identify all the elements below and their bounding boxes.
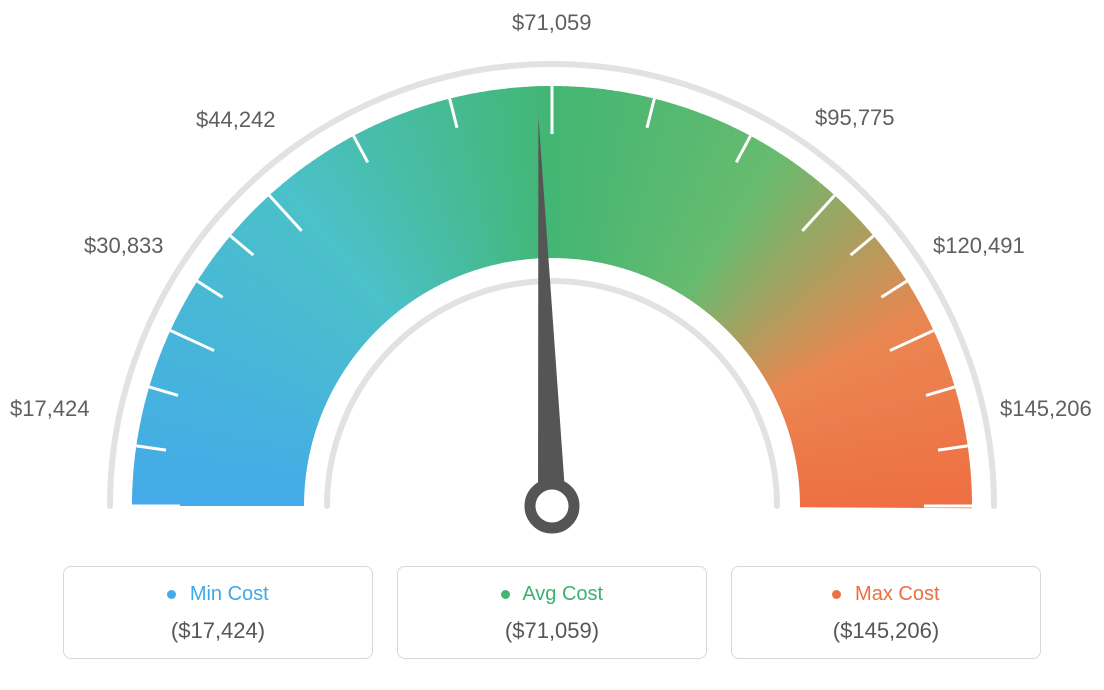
dot-icon: [501, 590, 510, 599]
legend-title-avg: Avg Cost: [398, 583, 706, 606]
dot-icon: [167, 590, 176, 599]
gauge-svg: [0, 0, 1104, 560]
legend-value-min: ($17,424): [64, 618, 372, 644]
legend-card-min: Min Cost ($17,424): [63, 566, 373, 659]
gauge-scale-label: $71,059: [512, 10, 592, 36]
gauge-scale-label: $120,491: [933, 233, 1025, 259]
legend-title-min: Min Cost: [64, 583, 372, 606]
gauge-scale-label: $95,775: [815, 105, 895, 131]
legend-value-avg: ($71,059): [398, 618, 706, 644]
legend-title-avg-text: Avg Cost: [522, 583, 603, 605]
gauge-chart: $17,424 $30,833 $44,242 $71,059 $95,775 $120,…: [0, 0, 1104, 560]
legend-title-max-text: Max Cost: [855, 583, 939, 605]
legend-card-avg: Avg Cost ($71,059): [397, 566, 707, 659]
gauge-scale-label: $17,424: [10, 396, 90, 422]
legend-title-max: Max Cost: [732, 583, 1040, 606]
legend-value-max: ($145,206): [732, 618, 1040, 644]
gauge-scale-label: $44,242: [196, 107, 276, 133]
gauge-scale-label: $30,833: [84, 233, 164, 259]
dot-icon: [832, 590, 841, 599]
legend-row: Min Cost ($17,424) Avg Cost ($71,059) Ma…: [0, 566, 1104, 659]
legend-title-min-text: Min Cost: [190, 583, 269, 605]
legend-card-max: Max Cost ($145,206): [731, 566, 1041, 659]
gauge-scale-label: $145,206: [1000, 396, 1092, 422]
